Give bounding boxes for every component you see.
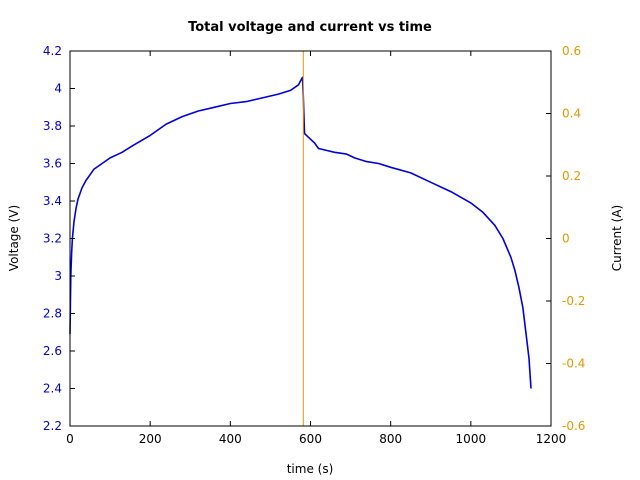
y-left-tick-label: 2.4	[43, 382, 62, 396]
y-left-tick-label: 2.2	[43, 419, 62, 433]
y-left-tick-label: 3.2	[43, 232, 62, 246]
y-left-tick-label: 3.4	[43, 194, 62, 208]
x-tick-label: 1200	[536, 432, 567, 446]
plot-frame	[69, 50, 552, 427]
y-right-tick-label: 0.4	[562, 107, 581, 121]
x-tick-label: 1000	[456, 432, 487, 446]
y-left-tick-label: 2.8	[43, 307, 62, 321]
y-right-tick-label: 0	[562, 232, 570, 246]
x-tick-label: 400	[219, 432, 242, 446]
y-left-tick-label: 3.6	[43, 157, 62, 171]
y-right-tick-label: -0.2	[562, 294, 585, 308]
voltage-series-line	[69, 76, 532, 389]
x-axis-label: time (s)	[287, 462, 334, 476]
x-tick-label: 600	[299, 432, 322, 446]
series-layer	[69, 51, 532, 426]
y-left-tick-label: 3	[54, 269, 62, 283]
y-left-tick-label: 3.8	[43, 119, 62, 133]
y-axis-left: 2.2 2.4 2.6 2.8 3 3.2 3.4 3.6 3.8 4 4.2	[43, 44, 75, 433]
y-right-tick-label: 0.6	[562, 44, 581, 58]
x-tick-label: 200	[139, 432, 162, 446]
y-right-tick-label: 0.2	[562, 169, 581, 183]
y-axis-right-label: Current (A)	[610, 205, 624, 271]
y-right-tick-label: -0.6	[562, 419, 585, 433]
x-tick-label: 0	[66, 432, 74, 446]
y-axis-left-label: Voltage (V)	[7, 205, 21, 271]
y-left-tick-label: 4	[54, 82, 62, 96]
y-left-tick-label: 2.6	[43, 344, 62, 358]
y-left-tick-label: 4.2	[43, 44, 62, 58]
x-axis: 0 200 400 600 800 1000 1200	[66, 51, 566, 446]
chart-title: Total voltage and current vs time	[188, 20, 432, 35]
x-tick-label: 800	[379, 432, 402, 446]
y-right-tick-label: -0.4	[562, 357, 585, 371]
y-axis-right: -0.6 -0.4 -0.2 0 0.2 0.4 0.6	[546, 44, 585, 433]
